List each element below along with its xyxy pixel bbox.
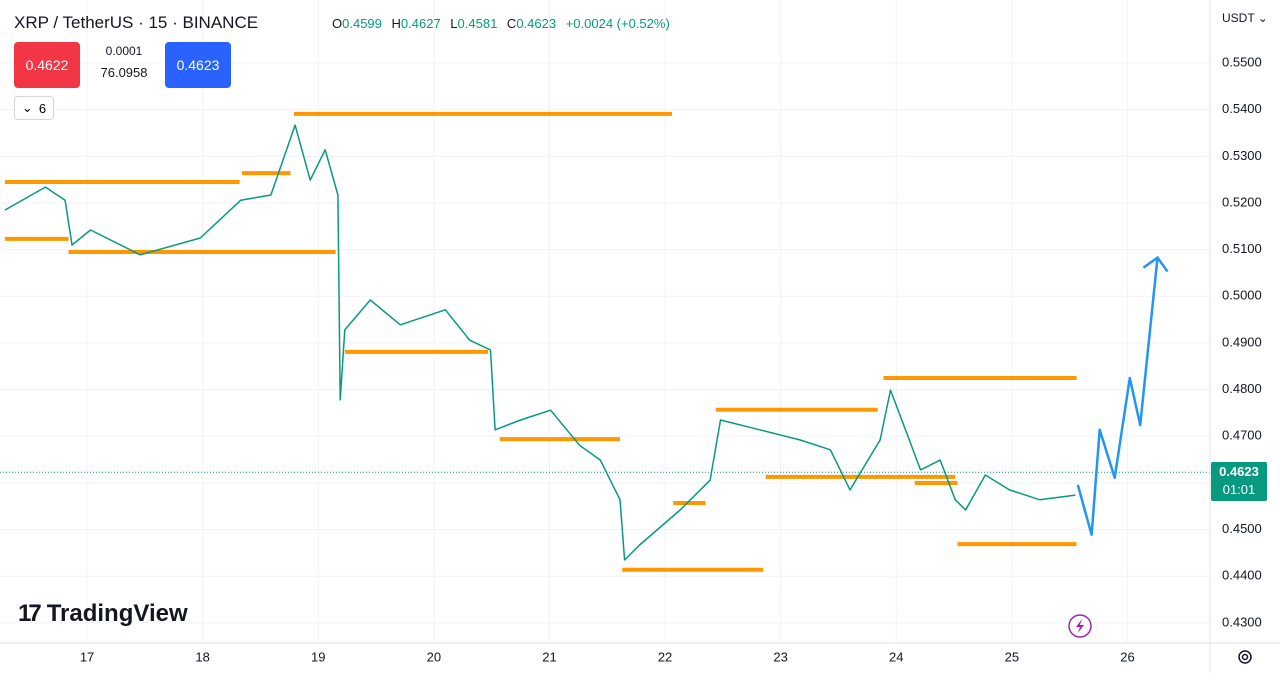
trade-info: 0.0001 76.0958 <box>86 42 162 80</box>
x-tick-label: 19 <box>311 649 325 664</box>
x-tick-label: 25 <box>1005 649 1019 664</box>
y-tick-label: 0.4700 <box>1222 428 1262 443</box>
y-tick-label: 0.5200 <box>1222 194 1262 209</box>
x-tick-label: 24 <box>889 649 903 664</box>
y-tick-label: 0.4400 <box>1222 568 1262 583</box>
sell-button[interactable]: 0.4622 <box>14 42 80 88</box>
ohlc-value: 0.4627 <box>400 16 441 31</box>
y-tick-label: 0.5100 <box>1222 241 1262 256</box>
quantity[interactable]: 76.0958 <box>100 65 148 80</box>
currency: USDT <box>1222 11 1255 25</box>
x-tick-label: 26 <box>1120 649 1134 664</box>
y-tick-label: 0.5000 <box>1222 288 1262 303</box>
x-tick-label: 22 <box>658 649 672 664</box>
settings-icon[interactable] <box>1238 650 1252 664</box>
ohlc-value: 0.4581 <box>457 16 498 31</box>
y-tick-label: 0.5300 <box>1222 148 1262 163</box>
ohlc-label: H <box>391 16 401 31</box>
lightning-icon[interactable] <box>1068 614 1092 638</box>
projection-line <box>1076 257 1159 536</box>
ohlc-label: L <box>450 16 458 31</box>
price-line <box>4 124 1076 561</box>
x-tick-label: 20 <box>427 649 441 664</box>
brand-logo: 17 TradingView <box>18 600 188 627</box>
x-tick-label: 21 <box>542 649 556 664</box>
x-tick-label: 17 <box>80 649 94 664</box>
ohlc-label: O <box>332 16 343 31</box>
y-tick-label: 0.5400 <box>1222 101 1262 116</box>
price-tag: 0.4623 01:01 <box>1211 462 1267 501</box>
y-tick-label: 0.4500 <box>1222 521 1262 536</box>
x-tick-label: 23 <box>773 649 787 664</box>
indicators-count: 6 <box>38 100 47 116</box>
ohlc: O0.4599 H0.4627 L0.4581 C0.4623 +0.0024 … <box>332 16 676 31</box>
change: +0.0024 (+0.52%) <box>565 16 670 31</box>
y-tick-label: 0.5500 <box>1222 54 1262 69</box>
projection-arrowhead <box>1142 255 1169 273</box>
x-tick-label: 18 <box>195 649 209 664</box>
brand: TradingView <box>46 600 188 627</box>
buy-button[interactable]: 0.4623 <box>165 42 231 88</box>
y-tick-label: 0.4800 <box>1222 381 1262 396</box>
indicators-toggle[interactable]: ⌄ 6 <box>14 96 54 120</box>
ohlc-value: 0.4599 <box>342 16 382 31</box>
symbol-title[interactable]: XRP / TetherUS · 15 · BINANCE <box>14 13 259 32</box>
current-price: 0.4623 <box>1219 464 1259 479</box>
plot: 0.43000.44000.45000.46000.47000.48000.49… <box>0 0 1262 664</box>
ohlc-value: 0.4623 <box>516 16 557 31</box>
countdown: 01:01 <box>1222 482 1256 497</box>
y-tick-label: 0.4900 <box>1222 334 1262 349</box>
currency-menu[interactable]: USDT ⌄ <box>1222 11 1268 25</box>
ohlc-label: C <box>506 16 517 31</box>
spread: 0.0001 <box>105 44 143 58</box>
y-tick-label: 0.4300 <box>1222 614 1262 629</box>
